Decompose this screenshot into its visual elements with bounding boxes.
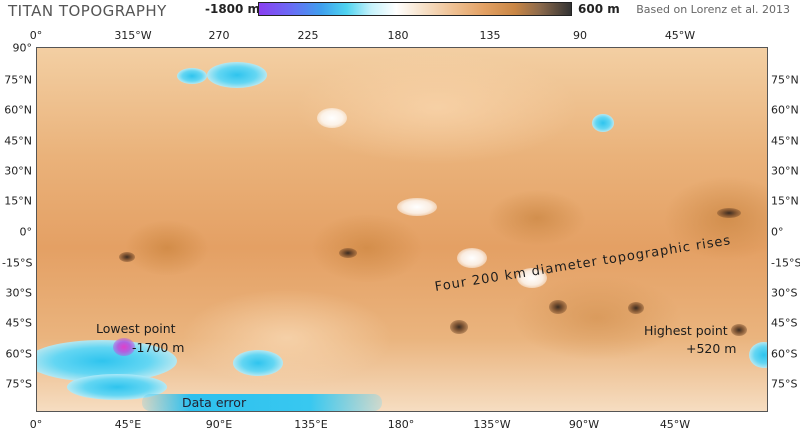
bottom-tick-label: 135°E: [294, 418, 328, 431]
bright-spot: [517, 268, 547, 288]
bottom-tick-label: 45°W: [659, 418, 691, 431]
lowland-patch: [177, 68, 207, 84]
left-tick-label: 45°N: [4, 134, 32, 148]
topographic-rise: [450, 320, 468, 334]
left-tick-label: 60°N: [4, 103, 32, 117]
right-tick-label: 15°N: [771, 194, 799, 208]
left-tick-label: 90°: [12, 41, 33, 55]
lowland-patch: [233, 350, 283, 376]
left-tick-label: 75°S: [5, 377, 32, 391]
left-tick-label: -15°S: [2, 256, 33, 270]
right-tick-label: 75°S: [771, 377, 798, 391]
credit-text: Based on Lorenz et al. 2013: [636, 3, 790, 16]
right-tick-label: 0°: [771, 225, 784, 239]
top-tick-label: 315°W: [114, 29, 152, 42]
highest-point-value: +520 m: [686, 341, 737, 356]
highest-point-marker: [731, 324, 747, 336]
top-tick-label: 45°W: [664, 29, 696, 42]
dark-spot: [119, 252, 135, 262]
highest-point-label: Highest point: [644, 323, 728, 338]
top-tick-label: 90: [573, 29, 587, 42]
top-tick-label: 225: [297, 29, 319, 42]
lowland-patch: [592, 114, 614, 132]
left-tick-label: 60°S: [5, 347, 32, 361]
left-tick-label: 30°N: [4, 164, 32, 178]
right-tick-label: 60°N: [771, 103, 799, 117]
bottom-tick-label: 90°E: [205, 418, 233, 431]
right-tick-label: 30°N: [771, 164, 799, 178]
bottom-tick-label: 0°: [29, 418, 43, 431]
lowland-patch: [749, 342, 767, 368]
lowland-patch: [207, 62, 267, 88]
topographic-rise: [628, 302, 644, 314]
right-tick-label: 30°S: [771, 286, 798, 300]
right-tick-label: 60°S: [771, 347, 798, 361]
lowest-point-marker: [113, 338, 135, 356]
left-tick-label: 15°N: [4, 194, 32, 208]
left-tick-label: 0°: [19, 225, 33, 239]
lowest-point-label: Lowest point: [96, 321, 176, 336]
scale-max-label: 600 m: [578, 2, 620, 16]
right-tick-label: 45°N: [771, 134, 799, 148]
bottom-tick-label: 180°: [387, 418, 415, 431]
right-tick-label: 75°N: [771, 73, 799, 87]
bottom-tick-label: 45°E: [114, 418, 142, 431]
top-tick-label: 0°: [29, 29, 43, 42]
bottom-tick-label: 135°W: [473, 418, 511, 431]
topographic-rise: [549, 300, 567, 314]
top-tick-label: 135: [479, 29, 501, 42]
bright-spot: [317, 108, 347, 128]
dark-spot: [717, 208, 741, 218]
map-title: TITAN TOPOGRAPHY: [8, 2, 167, 20]
topography-map: [36, 47, 768, 412]
right-tick-label: -15°S: [771, 256, 800, 270]
top-tick-label: 270: [208, 29, 230, 42]
bottom-tick-label: 90°W: [568, 418, 600, 431]
left-tick-label: 75°N: [4, 73, 32, 87]
elevation-color-scale: [258, 2, 572, 16]
right-tick-label: 45°S: [771, 316, 798, 330]
scale-min-label: -1800 m: [205, 2, 261, 16]
data-error-band: [142, 394, 382, 411]
bright-spot: [397, 198, 437, 216]
left-tick-label: 45°S: [5, 316, 32, 330]
bright-spot: [457, 248, 487, 268]
data-error-label: Data error: [182, 395, 247, 410]
top-tick-label: 180: [387, 29, 409, 42]
dark-spot: [339, 248, 357, 258]
lowest-point-value: -1700 m: [132, 340, 185, 355]
left-tick-label: 30°S: [5, 286, 32, 300]
